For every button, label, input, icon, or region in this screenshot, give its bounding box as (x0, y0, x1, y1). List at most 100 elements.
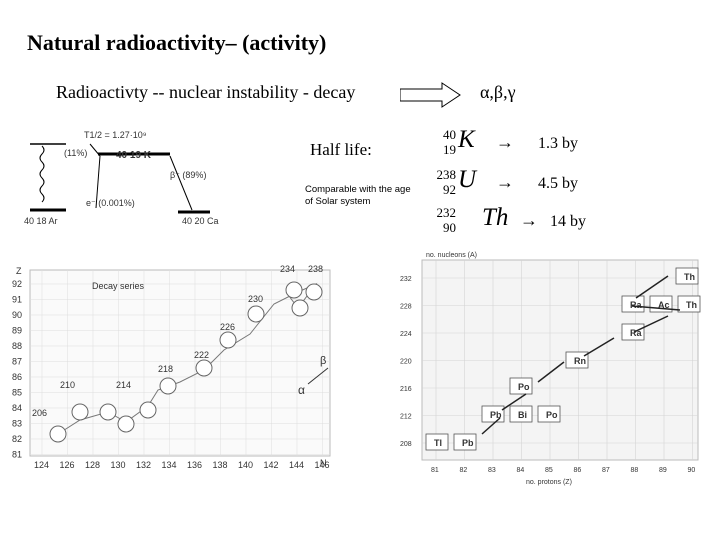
proton-tick: 86 (574, 467, 582, 474)
nuclide-symbol: Rn (574, 356, 586, 366)
branch-11-text: (11%) (64, 148, 87, 158)
k40-label: 40 19 K (116, 150, 152, 161)
nuclide-box (677, 295, 701, 313)
z-tick: 84 (12, 403, 22, 413)
isotope-half-life: 4.5 by (538, 175, 578, 192)
mass-label: 210 (60, 380, 75, 390)
nuclide-box (481, 405, 505, 423)
nuclide-symbol: Ra (630, 328, 642, 338)
k40-decay-scheme: T1/2 = 1.27·10⁹ (11%) 40 19 K β⁻ (89%) e… (24, 130, 219, 226)
proton-tick: 90 (688, 467, 696, 474)
proton-tick: 82 (460, 467, 468, 474)
z-axis-label: Z (16, 266, 22, 276)
z-tick: 89 (12, 326, 22, 336)
proton-tick: 87 (602, 467, 610, 474)
n-tick: 132 (136, 460, 151, 470)
mass-label: 230 (248, 294, 263, 304)
isotope-mass: 232 (436, 205, 457, 220)
n-tick: 138 (213, 460, 228, 470)
z-tick: 85 (12, 388, 22, 398)
isotope-row: 40 19 K → 1.3 by (436, 126, 636, 162)
nuclide-symbol: Ac (658, 300, 670, 310)
isotope-half-life: 1.3 by (538, 135, 578, 152)
k40-half-life-text: T1/2 = 1.27·10⁹ (84, 130, 147, 140)
nuclide-box (621, 295, 645, 313)
isotope-z: 90 (443, 220, 456, 235)
z-tick: 82 (12, 434, 22, 444)
beta-label: β (320, 355, 326, 367)
decay-series-chart: 92 91 90 89 88 87 86 85 84 83 82 81 124 126 128 130 132… (12, 264, 331, 470)
arrow-icon: → (496, 132, 514, 152)
nuclide-box (425, 433, 449, 451)
nucleon-tick: 216 (400, 386, 412, 393)
subtitle: Radioactivty -- nuclear instability - de… (56, 82, 356, 102)
ar40-label: 40 18 Ar (24, 216, 58, 226)
arrow-icon: → (496, 172, 514, 192)
isotope-symbol: Th (482, 204, 509, 231)
comparable-note: Comparable with the age of Solar system (305, 184, 411, 207)
proton-tick: 81 (431, 467, 439, 474)
nucleon-tick: 212 (400, 414, 412, 421)
n-tick: 140 (238, 460, 253, 470)
isotope-z: 19 (443, 142, 456, 157)
arrow-icon: → (520, 210, 538, 230)
mass-label: 234 (280, 264, 295, 274)
z-tick: 88 (12, 341, 22, 351)
n-tick: 136 (187, 460, 202, 470)
nucleon-tick: 232 (400, 276, 412, 283)
half-life-label: Half life: (310, 140, 372, 159)
decay-series-label: Decay series (92, 281, 145, 291)
nuclide-box (453, 433, 477, 451)
nuclide-symbol: Th (684, 272, 695, 282)
nuclide-symbol: Bi (518, 410, 527, 420)
isotope-symbol: U (458, 166, 477, 193)
n-tick: 128 (85, 460, 100, 470)
z-tick: 86 (12, 372, 22, 382)
ca40-label: 40 20 Ca (182, 216, 219, 226)
ec-text: e⁻ (0.001%) (86, 198, 135, 208)
nuclide-box (621, 323, 645, 341)
n-tick: 144 (289, 460, 304, 470)
nuclide-box (509, 405, 533, 423)
n-tick: 146 (315, 460, 330, 470)
nucleon-tick: 228 (400, 304, 412, 311)
mass-label: 222 (194, 350, 209, 360)
decay-types: α,β,γ (480, 82, 516, 102)
nuclide-box (565, 351, 589, 369)
nuclide-symbol: Pb (462, 438, 474, 448)
mass-label: 226 (220, 322, 235, 332)
isotope-mass: 40 (443, 127, 456, 142)
proton-tick: 85 (545, 467, 553, 474)
page-title: Natural radioactivity– (activity) (27, 30, 327, 55)
protons-axis-label: no. protons (Z) (526, 479, 572, 486)
nuclide-symbol: Ra (630, 300, 642, 310)
nucleons-axis-label: no. nucleons (A) (426, 252, 477, 259)
z-tick: 87 (12, 357, 22, 367)
branch-89-text: β⁻ (89%) (170, 170, 206, 180)
nuclide-box (509, 377, 533, 395)
isotope-z: 92 (443, 182, 456, 197)
z-tick: 83 (12, 419, 22, 429)
n-axis-label: N (320, 458, 327, 468)
mass-label: 218 (158, 364, 173, 374)
nuclide-chart: 232 228 224 220 216 212 208 81 82 83 84 85 86 87 88 89… (400, 252, 701, 486)
proton-tick: 88 (631, 467, 639, 474)
proton-tick: 89 (659, 467, 667, 474)
mass-label: 238 (308, 264, 323, 274)
nucleon-tick: 208 (400, 441, 412, 448)
nucleon-tick: 220 (400, 359, 412, 366)
isotope-row: 238 92 U → 4.5 by (436, 166, 636, 202)
isotope-mass: 238 (436, 167, 457, 182)
n-tick: 134 (162, 460, 177, 470)
z-tick: 91 (12, 295, 22, 305)
nuclide-symbol: Tl (434, 438, 442, 448)
nuclide-box (675, 267, 699, 285)
z-tick: 92 (12, 279, 22, 289)
mass-label: 214 (116, 380, 131, 390)
proton-tick: 84 (517, 467, 525, 474)
isotope-half-life: 14 by (550, 213, 586, 230)
proton-tick: 83 (488, 467, 496, 474)
nuclide-symbol: Po (546, 410, 558, 420)
n-tick: 126 (60, 460, 75, 470)
isotope-row: 232 90 Th → 14 by (436, 204, 636, 240)
